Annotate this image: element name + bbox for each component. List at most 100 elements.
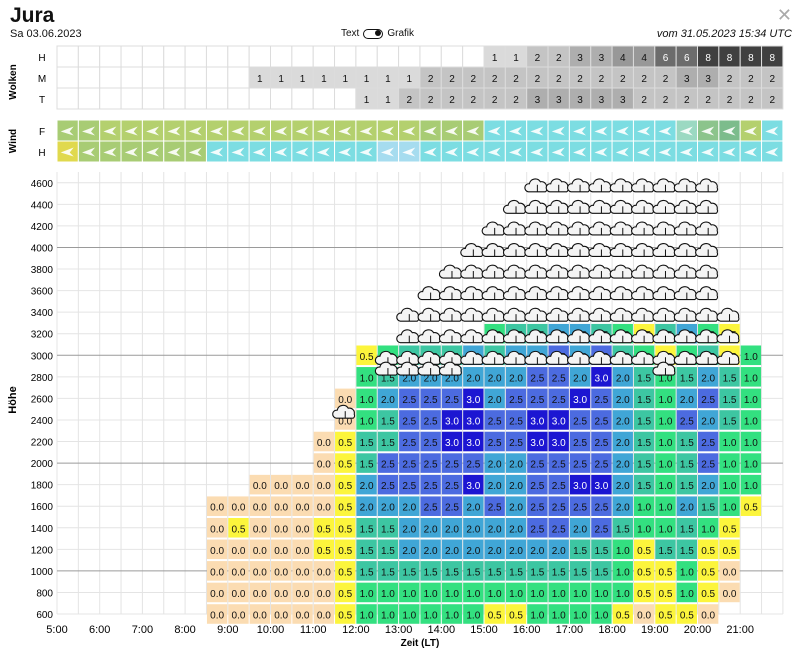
- cloud-icon: [460, 307, 484, 322]
- thermal-cell: [591, 453, 612, 473]
- thermal-value: 2.5: [594, 395, 608, 406]
- thermal-cell: [591, 388, 612, 409]
- thermal-cell: [335, 539, 356, 560]
- thermal-cell: [612, 582, 633, 603]
- cloud-icon: [545, 178, 569, 193]
- thermal-value: 1.0: [594, 589, 608, 600]
- thermal-value: 2.0: [509, 460, 523, 471]
- close-icon[interactable]: ✕: [776, 5, 792, 25]
- wolken-cell: [291, 45, 314, 68]
- thermal-cell: [292, 604, 313, 624]
- thermal-cell: [356, 431, 377, 452]
- thermal-cell: [527, 496, 548, 516]
- wolken-value: 1: [492, 53, 498, 64]
- thermal-value: 2.5: [445, 395, 459, 406]
- thermal-cell: [313, 539, 335, 560]
- thermal-value: 1.0: [616, 567, 630, 578]
- thermal-cell: [655, 410, 676, 430]
- thermal-value: 0.0: [338, 416, 352, 427]
- wind-arrow-icon: [658, 126, 672, 136]
- thermal-cell: [484, 474, 505, 495]
- wolken-cell: [99, 45, 122, 68]
- wolken-value: 6: [663, 53, 669, 64]
- thermal-value: 2.5: [701, 460, 715, 471]
- x-tick-label: 18:00: [598, 624, 626, 636]
- thermal-cell: [377, 517, 399, 538]
- thermal-cell: [463, 410, 484, 430]
- wind-arrow-icon: [188, 147, 202, 157]
- thermal-cell: [249, 496, 270, 516]
- y-tick-label: 1600: [31, 502, 54, 513]
- x-tick-label: 12:00: [342, 624, 370, 636]
- wind-arrow-icon: [679, 147, 693, 157]
- wind-arrow-icon: [167, 126, 181, 136]
- thermal-value: 0.0: [274, 524, 288, 535]
- thermal-value: 0.0: [253, 611, 267, 622]
- thermal-value: 0.0: [210, 503, 224, 514]
- thermal-cell: [633, 604, 655, 624]
- thermal-cell: [527, 431, 548, 452]
- thermal-cell: [740, 367, 762, 387]
- thermal-cell: [399, 431, 420, 452]
- thermal-value: 1.0: [744, 460, 758, 471]
- thermal-cell: [249, 604, 270, 624]
- thermal-cell: [612, 539, 633, 560]
- cloud-icon: [524, 264, 548, 279]
- thermal-value: 2.0: [616, 373, 630, 384]
- wind-arrow-icon: [765, 126, 779, 136]
- thermal-value: 3.0: [445, 438, 459, 449]
- thermal-value: 1.0: [445, 611, 459, 622]
- thermal-value: 1.5: [680, 460, 694, 471]
- thermal-cell: [335, 604, 356, 624]
- thermal-cell: [698, 539, 719, 560]
- thermal-cell: [655, 388, 676, 409]
- thermal-value: 0.5: [659, 567, 673, 578]
- thermal-value: 1.5: [552, 567, 566, 578]
- thermal-cell: [484, 604, 505, 624]
- thermal-cell: [719, 474, 740, 495]
- thermal-cell: [249, 474, 270, 495]
- thermal-cell: [719, 539, 740, 560]
- thermal-value: 2.5: [552, 524, 566, 535]
- wolken-value: 2: [535, 53, 541, 64]
- wolken-value: 2: [769, 95, 775, 106]
- thermal-cell: [441, 410, 463, 430]
- wolken-value: 2: [599, 74, 605, 85]
- wolken-value: 2: [684, 95, 690, 106]
- thermal-cell: [484, 496, 505, 516]
- thermal-cell: [356, 345, 377, 366]
- thermal-value: 1.0: [637, 524, 651, 535]
- view-toggle-switch[interactable]: [363, 28, 384, 39]
- thermal-value: 0.5: [338, 589, 352, 600]
- thermal-cell: [591, 474, 612, 495]
- thermal-value: 2.0: [701, 481, 715, 492]
- thermal-value: 1.0: [616, 546, 630, 557]
- thermal-cell: [356, 496, 377, 516]
- thermal-cell: [292, 539, 313, 560]
- thermal-cell: [356, 410, 377, 430]
- thermal-value: 1.0: [573, 589, 587, 600]
- view-toggle: Text Grafik: [341, 28, 414, 39]
- thermal-cell: [719, 367, 740, 387]
- x-tick-label: 14:00: [428, 624, 456, 636]
- thermal-cell: [505, 367, 527, 387]
- x-tick-label: 15:00: [470, 624, 498, 636]
- thermal-value: 2.0: [402, 524, 416, 535]
- cloud-icon: [673, 221, 697, 236]
- thermal-value: 1.5: [360, 460, 374, 471]
- thermal-cell: [676, 582, 697, 603]
- x-tick-label: 13:00: [385, 624, 413, 636]
- thermal-cell: [356, 453, 377, 473]
- wolken-cell: [120, 87, 143, 110]
- thermal-value: 1.5: [424, 567, 438, 578]
- thermal-cell: [271, 604, 292, 624]
- thermal-value: 3.0: [530, 416, 544, 427]
- thermal-cell: [569, 453, 591, 473]
- wolken-value: 2: [663, 95, 669, 106]
- thermal-value: 0.0: [253, 524, 267, 535]
- cloud-icon: [567, 221, 590, 236]
- wind-arrow-icon: [252, 147, 266, 157]
- thermal-cell: [420, 561, 441, 581]
- cloud-icon: [631, 178, 655, 193]
